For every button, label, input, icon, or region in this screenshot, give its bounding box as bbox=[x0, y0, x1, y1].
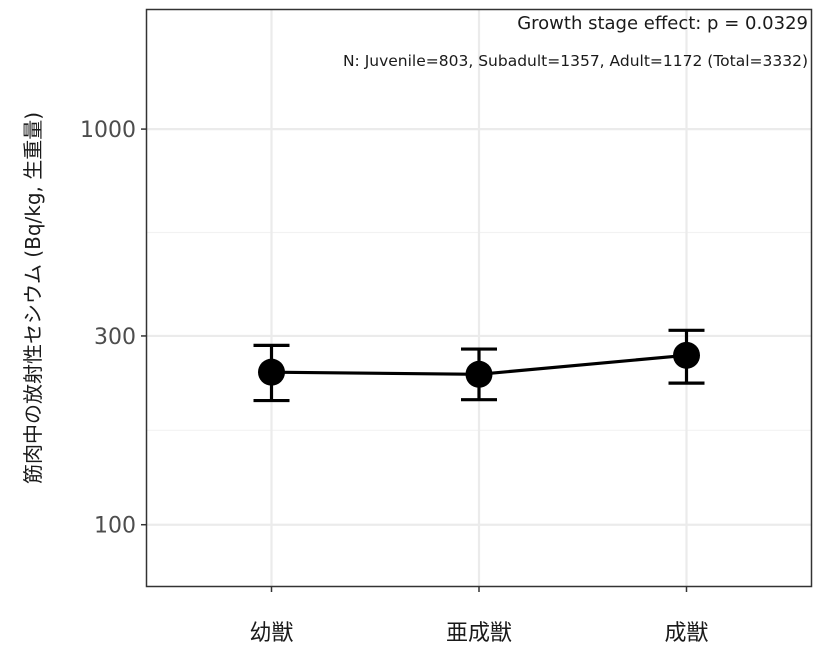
grid-lines bbox=[147, 10, 811, 586]
data-layer bbox=[253, 328, 705, 403]
data-point bbox=[673, 341, 700, 369]
data-point bbox=[465, 360, 493, 388]
y-tick-label: 300 bbox=[94, 325, 136, 350]
annotation-growth-stage-effect: Growth stage effect: p = 0.0329 bbox=[517, 13, 808, 34]
y-tick-label: 100 bbox=[94, 514, 136, 539]
axes: 100 300 1000 幼獣 亜成獣 成獣 bbox=[80, 118, 709, 646]
y-tick-label: 1000 bbox=[80, 118, 136, 143]
x-tick-label: 幼獣 bbox=[249, 621, 293, 646]
annotation-sample-sizes: N: Juvenile=803, Subadult=1357, Adult=11… bbox=[343, 52, 808, 70]
y-axis-label: 筋肉中の放射性セシウム (Bq/kg, 生重量) bbox=[21, 112, 45, 484]
data-point bbox=[258, 358, 285, 386]
x-tick-label: 亜成獣 bbox=[446, 621, 512, 646]
x-tick-label: 成獣 bbox=[664, 621, 708, 646]
